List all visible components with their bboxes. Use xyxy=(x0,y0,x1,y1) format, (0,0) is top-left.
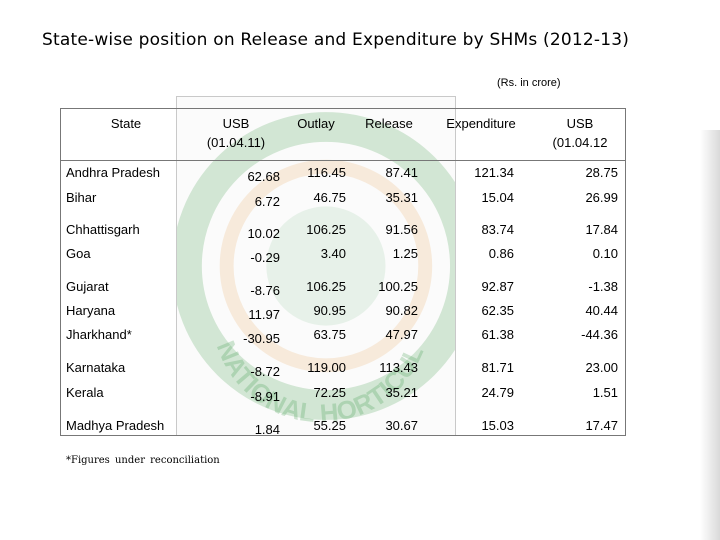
cell-outlay: 55.25 xyxy=(313,418,346,433)
watermark-center xyxy=(266,206,386,326)
cell-release: 90.82 xyxy=(385,303,418,318)
header-usb-close-line2: (01.04.12 xyxy=(552,135,608,150)
header-release: Release xyxy=(365,116,413,131)
cell-release: 35.31 xyxy=(385,190,418,205)
watermark-ring-inner xyxy=(219,159,433,373)
cell-usb-close: 17.47 xyxy=(585,418,618,433)
cell-usb-close: 26.99 xyxy=(585,190,618,205)
cell-usb-open: -0.29 xyxy=(250,250,280,265)
page-title: State-wise position on Release and Expen… xyxy=(42,30,630,50)
header-state: State xyxy=(110,116,142,131)
row-state: Gujarat xyxy=(66,279,109,294)
row-state: Madhya Pradesh xyxy=(66,418,165,433)
cell-expenditure: 15.03 xyxy=(481,418,514,433)
header-usb-close-line1: USB xyxy=(566,116,594,131)
watermark-logo: NATIONAL HORTICULTURE MISSION xyxy=(176,96,456,436)
cell-usb-open: 1.84 xyxy=(254,422,280,437)
watermark-ring-outer xyxy=(177,112,455,420)
cell-release: 113.43 xyxy=(379,360,418,375)
header-usb-open: USB (01.04.11) xyxy=(196,114,276,152)
cell-release: 100.25 xyxy=(378,279,418,294)
table-header-divider xyxy=(60,160,626,161)
header-usb-close: USB (01.04.12 xyxy=(538,114,622,152)
edge-shadow xyxy=(700,130,720,540)
cell-usb-open: 62.68 xyxy=(247,169,280,184)
row-state: Jharkhand* xyxy=(66,327,132,342)
cell-outlay: 116.45 xyxy=(307,165,346,180)
cell-outlay: 63.75 xyxy=(313,327,346,342)
cell-expenditure: 92.87 xyxy=(481,279,514,294)
row-state: Bihar xyxy=(66,190,97,205)
cell-usb-close: -1.38 xyxy=(588,279,618,294)
cell-release: 35.21 xyxy=(385,385,418,400)
row-state: Karnataka xyxy=(66,360,126,375)
cell-usb-open: 10.02 xyxy=(247,226,280,241)
cell-usb-close: 40.44 xyxy=(585,303,618,318)
cell-expenditure: 24.79 xyxy=(481,385,514,400)
row-state: Chhattisgarh xyxy=(66,222,140,237)
header-usb-open-line2: (01.04.11) xyxy=(206,135,266,150)
cell-outlay: 119.00 xyxy=(307,360,346,375)
footnote: *Figures under reconciliation xyxy=(66,455,220,466)
cell-usb-close: 0.10 xyxy=(592,246,618,261)
row-state: Haryana xyxy=(66,303,116,318)
cell-expenditure: 61.38 xyxy=(481,327,514,342)
cell-expenditure: 15.04 xyxy=(481,190,514,205)
header-expenditure: Expenditure xyxy=(446,116,516,131)
cell-release: 47.97 xyxy=(385,327,418,342)
cell-expenditure: 83.74 xyxy=(481,222,514,237)
cell-outlay: 106.25 xyxy=(306,279,346,294)
cell-usb-open: 6.72 xyxy=(254,194,280,209)
cell-outlay: 3.40 xyxy=(320,246,346,261)
cell-usb-close: -44.36 xyxy=(581,327,618,342)
table-frame xyxy=(60,108,626,436)
cell-usb-open: -8.76 xyxy=(250,283,280,298)
cell-usb-close: 28.75 xyxy=(585,165,618,180)
cell-outlay: 90.95 xyxy=(313,303,346,318)
cell-expenditure: 0.86 xyxy=(488,246,514,261)
cell-usb-open: -8.72 xyxy=(250,364,280,379)
cell-outlay: 106.25 xyxy=(306,222,346,237)
cell-expenditure: 62.35 xyxy=(481,303,514,318)
cell-expenditure: 81.71 xyxy=(481,360,514,375)
cell-release: 30.67 xyxy=(385,418,418,433)
cell-usb-close: 1.51 xyxy=(592,385,618,400)
cell-usb-open: -8.91 xyxy=(250,389,280,404)
row-state: Andhra Pradesh xyxy=(66,165,160,180)
header-outlay: Outlay xyxy=(297,116,335,131)
cell-usb-close: 23.00 xyxy=(585,360,618,375)
cell-usb-open: 11.97 xyxy=(248,307,280,322)
cell-release: 1.25 xyxy=(392,246,418,261)
row-state: Goa xyxy=(66,246,91,261)
cell-usb-open: -30.95 xyxy=(243,331,280,346)
cell-release: 91.56 xyxy=(385,222,418,237)
cell-usb-close: 17.84 xyxy=(585,222,618,237)
cell-release: 87.41 xyxy=(385,165,418,180)
row-state: Kerala xyxy=(66,385,104,400)
cell-outlay: 46.75 xyxy=(313,190,346,205)
cell-outlay: 72.25 xyxy=(313,385,346,400)
header-usb-open-line1: USB xyxy=(222,116,250,131)
unit-note: (Rs. in crore) xyxy=(497,77,561,89)
cell-expenditure: 121.34 xyxy=(474,165,514,180)
